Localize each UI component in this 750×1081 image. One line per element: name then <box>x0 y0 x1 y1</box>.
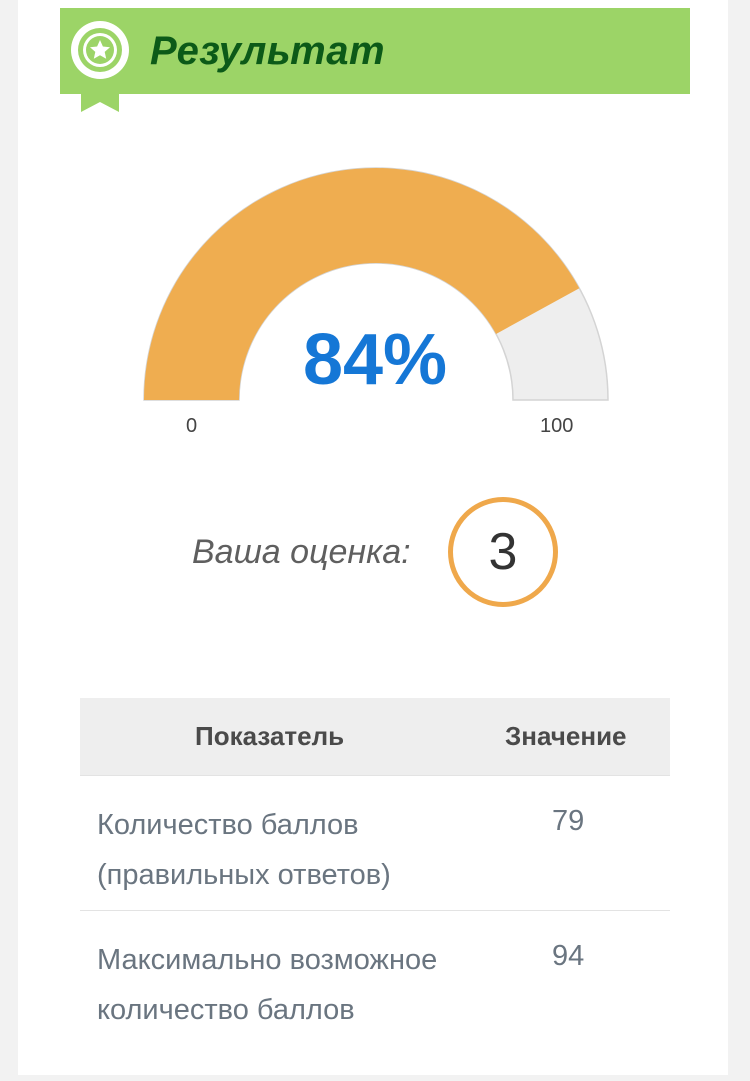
column-header-indicator: Показатель <box>195 721 345 751</box>
gauge-min-label: 0 <box>186 415 198 437</box>
row-indicator-name: Максимально возможное количество баллов <box>97 944 438 1026</box>
table-row: Количество баллов (правильных ответов) 7… <box>80 776 670 911</box>
row-indicator-value: 79 <box>552 805 585 837</box>
gauge-value: 84% <box>302 320 448 400</box>
table-row: Максимально возможное количество баллов … <box>80 911 670 1081</box>
table-header: Показатель Значение <box>80 698 670 776</box>
grade-value: 3 <box>448 497 558 607</box>
row-indicator-name: Количество баллов (правильных ответов) <box>97 809 391 891</box>
gauge-fill <box>144 168 580 400</box>
result-header <box>60 8 690 94</box>
grade-label: Ваша оценка: <box>192 533 411 571</box>
award-badge-icon <box>71 21 129 112</box>
column-header-value: Значение <box>505 721 627 751</box>
row-indicator-value: 94 <box>552 940 585 972</box>
gauge-max-label: 100 <box>540 415 574 437</box>
score-gauge <box>143 167 609 401</box>
results-table: Показатель Значение Количество баллов (п… <box>80 698 670 1081</box>
page-title: Результат <box>150 29 386 73</box>
